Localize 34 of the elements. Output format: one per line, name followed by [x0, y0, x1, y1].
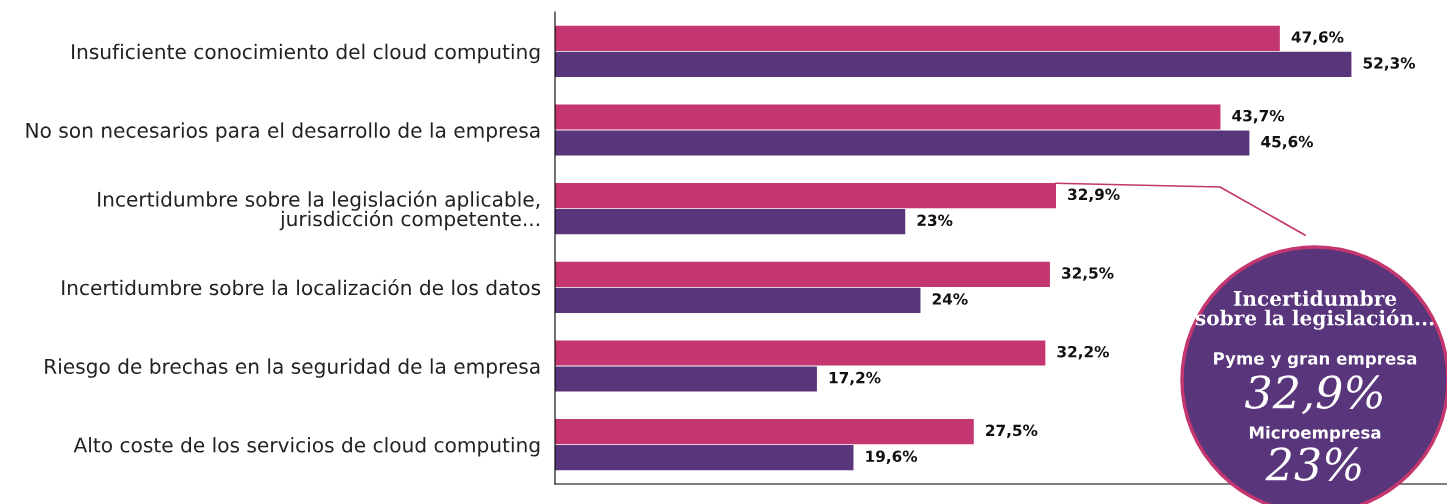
bar	[555, 104, 1221, 130]
bar	[555, 130, 1250, 156]
bar	[555, 366, 817, 392]
bar	[555, 25, 1280, 51]
annotation: 23%	[1265, 447, 1361, 481]
data-label: 23%	[917, 214, 953, 227]
y-tick-label: Incertidumbre sobre la localización de los datos	[62, 278, 541, 296]
data-label: 52,3%	[1363, 57, 1416, 71]
y-tick-label: Incertidumbre sobre la legislación aplicable, jurisdicción competente...	[98, 190, 540, 231]
bar	[555, 51, 1352, 77]
annotation: Microempresa	[1249, 425, 1381, 443]
y-tick-label: No son necesarios para el desarrollo de la empresa	[26, 122, 540, 142]
data-label: 45,6%	[1261, 135, 1314, 150]
data-label: 32,5%	[1062, 267, 1114, 281]
bar	[555, 209, 906, 235]
data-label: 17,2%	[829, 371, 881, 386]
bar	[555, 419, 974, 445]
annotation: Incertidumbre sobre la legislación...	[1195, 290, 1434, 330]
data-label: 19,6%	[866, 450, 918, 465]
data-label: 32,9%	[1068, 188, 1120, 203]
y-tick-label: Riesgo de brechas en la seguridad de la empresa	[45, 358, 540, 378]
annotation: 32,9%	[1244, 375, 1382, 415]
data-label: 32,2%	[1057, 345, 1109, 360]
y-tick-label: Alto coste de los servicios de cloud computing	[73, 437, 540, 457]
data-label: 27,5%	[986, 424, 1038, 439]
data-label: 43,7%	[1232, 109, 1285, 124]
annotation: Pyme y gran empresa	[1214, 352, 1417, 369]
bar	[555, 445, 854, 471]
bar	[555, 287, 921, 313]
data-label: 24%	[932, 293, 968, 305]
bar	[555, 261, 1050, 287]
y-tick-label: Insuficiente conocimiento del cloud computing	[72, 43, 540, 64]
data-label: 47,6%	[1291, 31, 1344, 45]
bar	[555, 340, 1046, 366]
